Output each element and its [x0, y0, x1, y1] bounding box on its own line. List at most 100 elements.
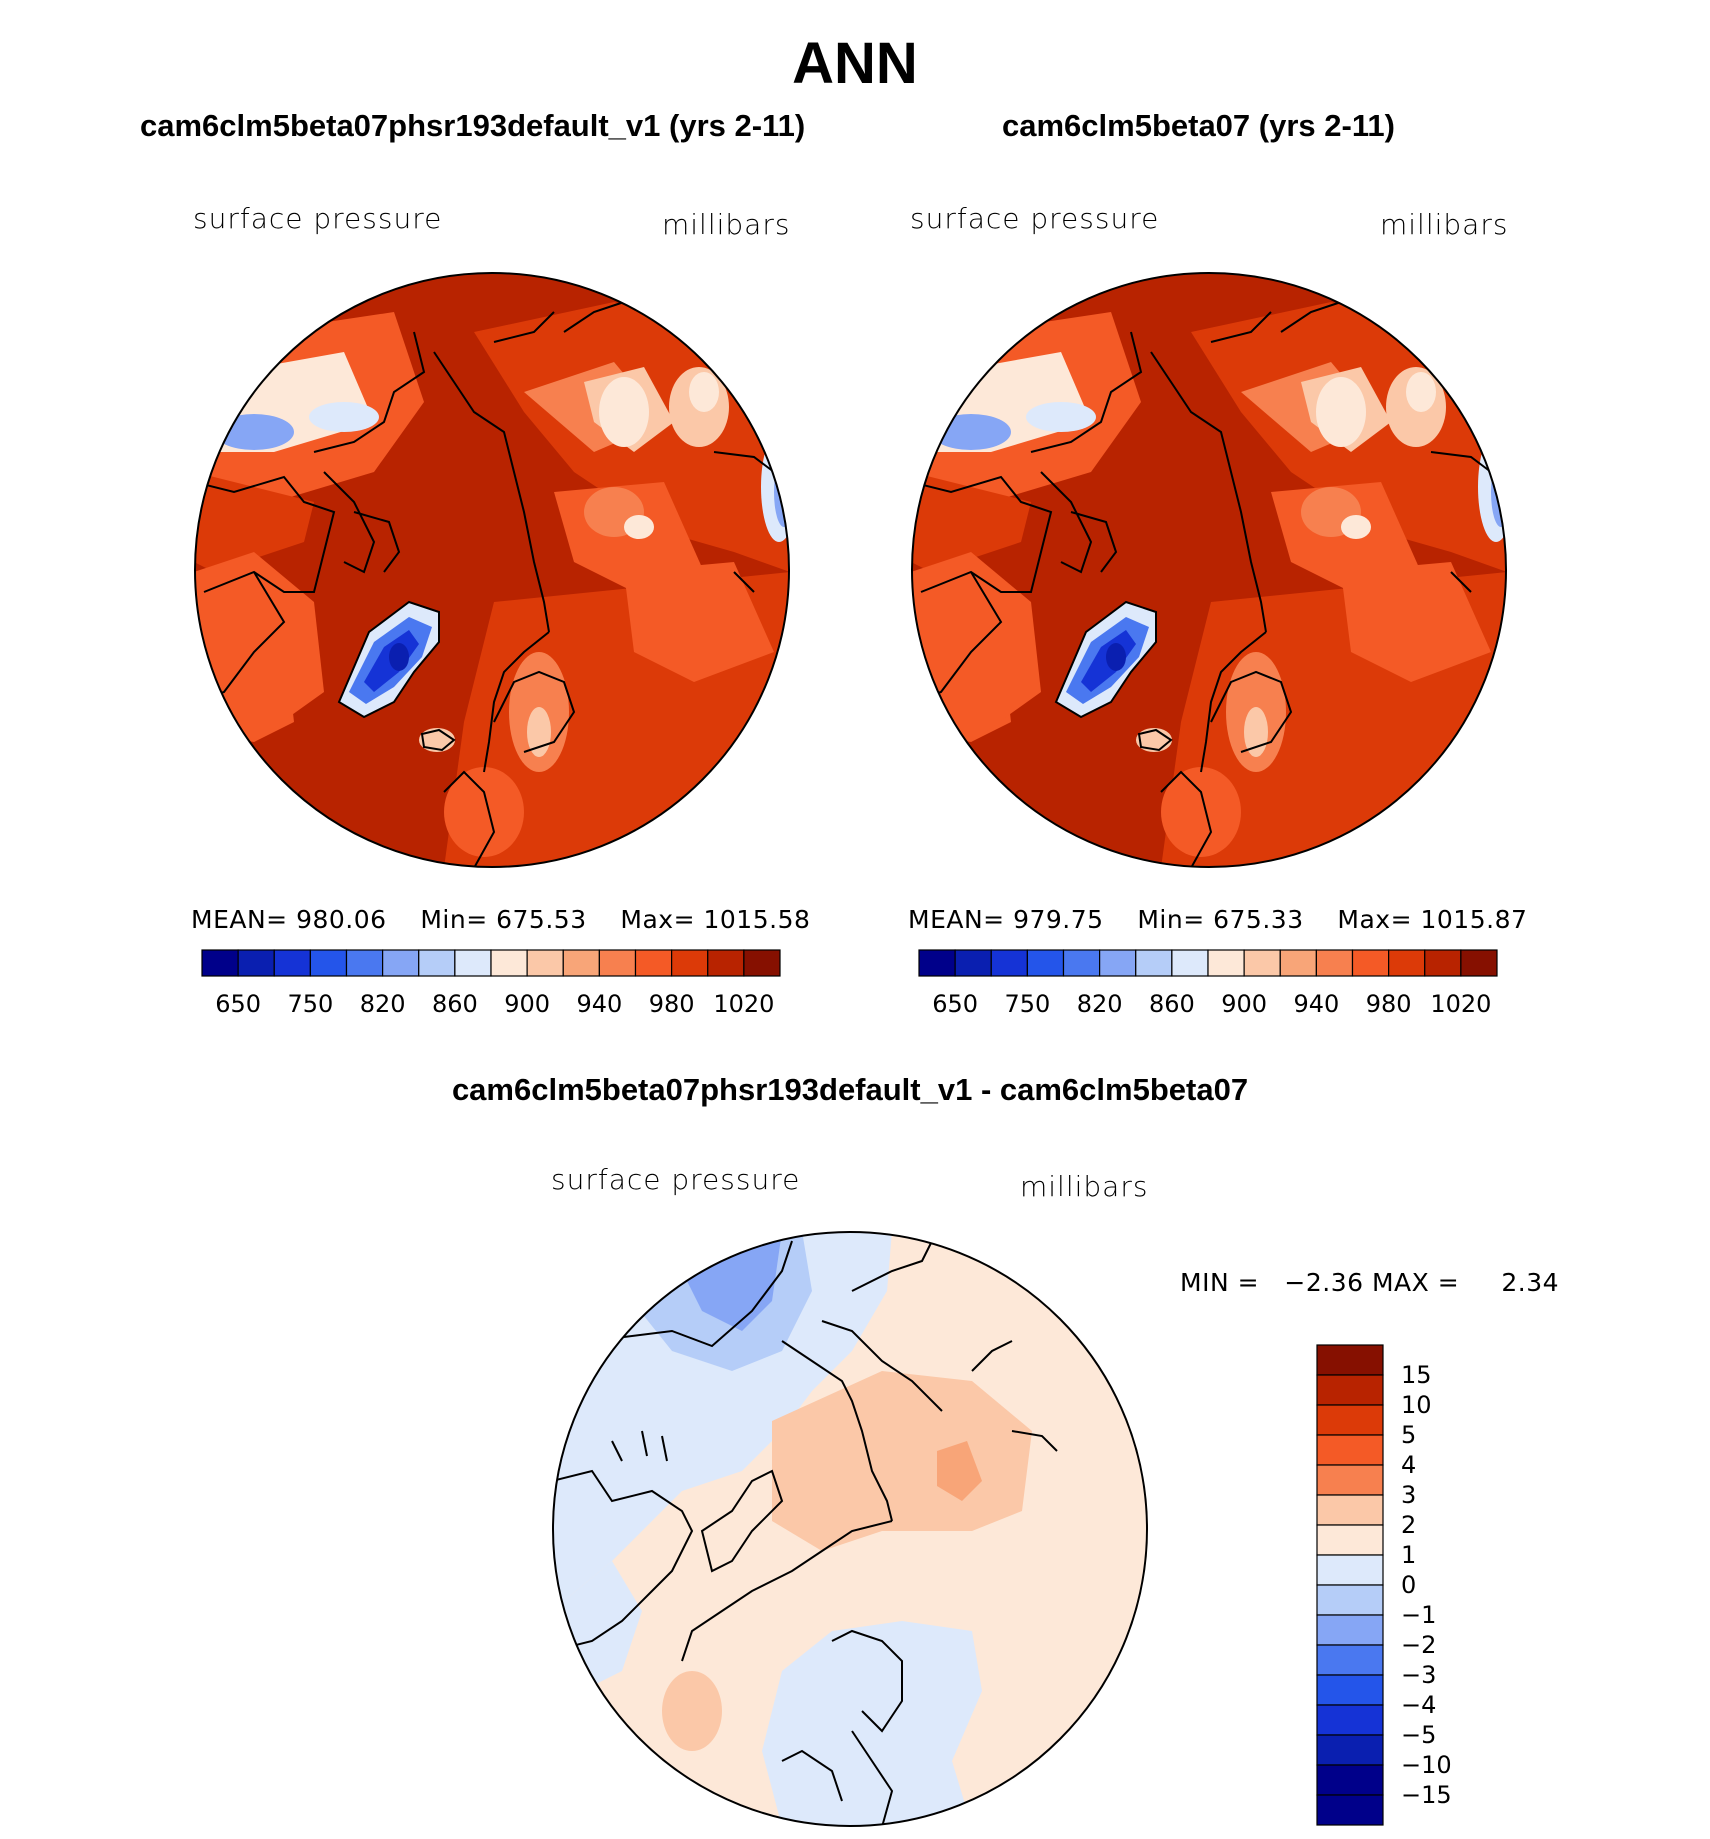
colorbar-tick-label: 820: [1077, 990, 1123, 1018]
colorbar-swatch: [562, 949, 600, 977]
colorbar-swatch: [1316, 1704, 1384, 1736]
panel-1-units-label: millibars: [662, 208, 791, 241]
colorbar-swatch: [1316, 1644, 1384, 1676]
colorbar-tick-label: 4: [1401, 1451, 1416, 1479]
panel-2-stats: MEAN= 979.75 Min= 675.33 Max= 1015.87: [908, 905, 1527, 934]
colorbar-tick-label: 900: [1221, 990, 1267, 1018]
colorbar-swatch: [671, 949, 709, 977]
colorbar-swatch: [237, 949, 275, 977]
panel-1-min-value: 675.53: [496, 905, 587, 934]
colorbar-swatch: [1388, 949, 1426, 977]
colorbar-tick-label: 820: [360, 990, 406, 1018]
colorbar-swatch: [345, 949, 384, 977]
colorbar-tick-label: −5: [1401, 1721, 1436, 1749]
colorbar-swatch: [1316, 1404, 1384, 1436]
colorbar-tick-label: −15: [1401, 1781, 1452, 1809]
colorbar-swatch: [707, 949, 745, 977]
colorbar-tick-label: 1020: [713, 990, 774, 1018]
colorbar-swatch: [1316, 1554, 1384, 1586]
panel-2-min-value: 675.33: [1213, 905, 1304, 934]
colorbar-swatch: [1316, 1734, 1384, 1766]
colorbar-swatch: [990, 949, 1028, 977]
colorbar-tick-label: −10: [1401, 1751, 1452, 1779]
panel-2-min-label: Min=: [1137, 905, 1205, 934]
colorbar-swatch: [1460, 949, 1498, 977]
colorbar-swatch: [1171, 949, 1209, 977]
panel-1-mean-label: MEAN=: [191, 905, 288, 934]
panel-2-mean-value: 979.75: [1013, 905, 1104, 934]
colorbar-tick-label: 1: [1401, 1541, 1416, 1569]
page-title: ANN: [792, 31, 918, 96]
colorbar-swatch: [1099, 949, 1137, 977]
panel-1-polar-map: [194, 272, 790, 868]
colorbar-tick-label: 980: [649, 990, 695, 1018]
colorbar-swatch: [273, 949, 311, 977]
diff-polar-map: [552, 1231, 1148, 1827]
colorbar-swatch: [918, 949, 956, 977]
colorbar-swatch: [1316, 1344, 1384, 1376]
panel-1-max-value: 1015.58: [703, 905, 811, 934]
diff-min-label: MIN =: [1180, 1268, 1260, 1297]
colorbar-swatch: [954, 949, 992, 977]
diff-min-value: −2.36: [1284, 1268, 1364, 1297]
colorbar-swatch: [598, 949, 637, 977]
colorbar-tick-label: 860: [432, 990, 478, 1018]
colorbar-swatch: [526, 949, 564, 977]
colorbar-swatch: [454, 949, 492, 977]
colorbar-tick-label: 860: [1149, 990, 1195, 1018]
colorbar-swatch: [1316, 1794, 1384, 1826]
colorbar-swatch: [1316, 1524, 1384, 1556]
colorbar-tick-label: 980: [1366, 990, 1412, 1018]
diff-units-label: millibars: [1020, 1170, 1149, 1203]
panel-1-min-label: Min=: [420, 905, 488, 934]
panel-1-stats: MEAN= 980.06 Min= 675.53 Max= 1015.58: [191, 905, 810, 934]
panel-2-variable-label: surface pressure: [910, 202, 1160, 235]
colorbar-swatch: [1315, 949, 1354, 977]
colorbar-swatch: [490, 949, 528, 977]
panel-2-colorbar: 650 750 820 860 900 940 980 1020: [918, 949, 1498, 1018]
diff-variable-label: surface pressure: [551, 1163, 801, 1196]
colorbar-swatch: [1351, 949, 1390, 977]
colorbar-tick-label: 650: [215, 990, 261, 1018]
colorbar-tick-label: 750: [1004, 990, 1050, 1018]
panel-2-max-value: 1015.87: [1420, 905, 1528, 934]
colorbar-swatch: [1062, 949, 1101, 977]
diff-minmax: MIN = −2.36 MAX = 2.34: [1180, 1268, 1559, 1297]
colorbar-tick-label: 2: [1401, 1511, 1416, 1539]
colorbar-swatch: [1207, 949, 1245, 977]
colorbar-tick-label: 0: [1401, 1571, 1416, 1599]
colorbar-tick-label: 15: [1401, 1361, 1432, 1389]
colorbar-swatch: [382, 949, 420, 977]
panel-2-polar-map: [911, 272, 1507, 868]
panel-2-max-label: Max=: [1337, 905, 1413, 934]
colorbar-tick-label: 940: [1293, 990, 1339, 1018]
colorbar-tick-label: 750: [287, 990, 333, 1018]
colorbar-swatch: [1424, 949, 1462, 977]
colorbar-swatch: [1243, 949, 1281, 977]
colorbar-swatch: [1316, 1614, 1384, 1646]
colorbar-swatch: [1316, 1434, 1384, 1466]
colorbar-swatch: [1316, 1374, 1384, 1406]
colorbar-tick-label: −2: [1401, 1631, 1436, 1659]
colorbar-tick-label: 10: [1401, 1391, 1432, 1419]
colorbar-swatch: [1135, 949, 1173, 977]
colorbar-tick-label: −4: [1401, 1691, 1436, 1719]
colorbar-tick-label: 940: [576, 990, 622, 1018]
colorbar-swatch: [1316, 1464, 1384, 1496]
panel-2-units-label: millibars: [1380, 208, 1509, 241]
diff-max-label: MAX =: [1371, 1268, 1460, 1297]
colorbar-swatch: [1316, 1494, 1384, 1526]
colorbar-swatch: [1316, 1584, 1384, 1616]
colorbar-swatch: [1026, 949, 1065, 977]
colorbar-swatch: [743, 949, 781, 977]
panel-1-title: cam6clm5beta07phsr193default_v1 (yrs 2-1…: [140, 108, 806, 143]
colorbar-tick-label: 3: [1401, 1481, 1416, 1509]
colorbar-swatch: [201, 949, 239, 977]
panel-1-colorbar: 650 750 820 860 900 940 980 1020: [201, 949, 781, 1018]
colorbar-swatch: [1316, 1764, 1384, 1796]
colorbar-tick-label: −3: [1401, 1661, 1436, 1689]
diff-title: cam6clm5beta07phsr193default_v1 - cam6cl…: [451, 1072, 1249, 1107]
colorbar-swatch: [1279, 949, 1317, 977]
panel-1-variable-label: surface pressure: [193, 202, 443, 235]
